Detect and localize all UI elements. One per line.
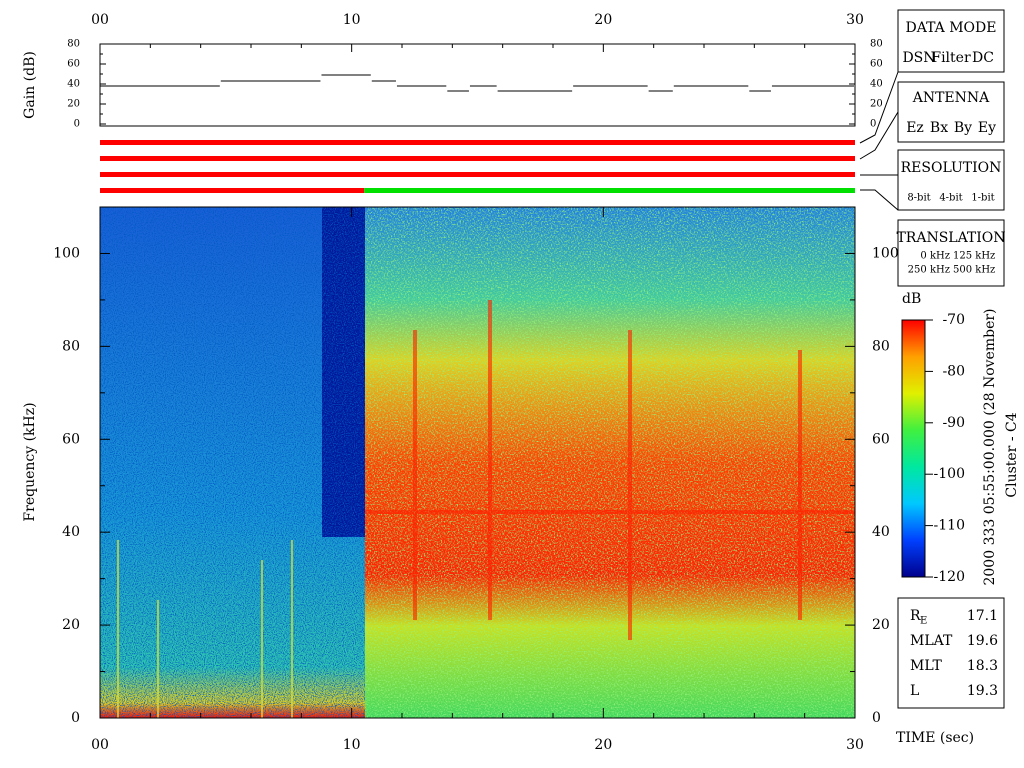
x-tick-label: 00 bbox=[91, 737, 109, 753]
y-tick-label: 60 bbox=[870, 59, 883, 70]
orbit-label: R bbox=[910, 608, 921, 624]
panel-item: 4-bit bbox=[939, 193, 962, 204]
orbit-value: 18.3 bbox=[967, 658, 998, 674]
orbit-value: 19.3 bbox=[967, 683, 998, 699]
panel-item: Ey bbox=[978, 120, 996, 136]
y-tick-label: 100 bbox=[53, 245, 80, 261]
y-tick-label: 20 bbox=[872, 617, 890, 633]
panel-item: By bbox=[954, 120, 972, 136]
panel-item: Filter bbox=[931, 50, 971, 66]
panel-title: TRANSLATION bbox=[896, 230, 1005, 246]
colorbar bbox=[901, 319, 926, 578]
panel-title: RESOLUTION bbox=[901, 160, 1002, 176]
y-tick-label: 80 bbox=[67, 39, 80, 50]
colorbar-label: dB bbox=[902, 291, 921, 307]
y-tick-label: 0 bbox=[71, 710, 80, 726]
panel-item: 125 kHz bbox=[953, 251, 995, 262]
y-tick-label: 100 bbox=[872, 245, 899, 261]
orbit-label: MLAT bbox=[910, 633, 953, 649]
y-tick-label: 40 bbox=[870, 79, 883, 90]
panel-item: 8-bit bbox=[907, 193, 930, 204]
y-tick-label: 80 bbox=[872, 338, 890, 354]
y-tick-label: 40 bbox=[67, 79, 80, 90]
orbit-value: 17.1 bbox=[967, 608, 998, 624]
x-axis-label: TIME (sec) bbox=[896, 730, 974, 746]
mode-bar bbox=[100, 172, 855, 177]
x-tick-label: 30 bbox=[846, 12, 864, 28]
y-tick-label: 20 bbox=[67, 99, 80, 110]
colorbar-tick-label: -90 bbox=[942, 415, 965, 431]
mode-bar bbox=[100, 140, 855, 145]
x-tick-label: 10 bbox=[343, 12, 361, 28]
orbit-value: 19.6 bbox=[967, 633, 998, 649]
orbit-box bbox=[897, 597, 1005, 709]
panel-item: Bx bbox=[930, 120, 948, 136]
spacecraft-annotation: Cluster - C4 bbox=[1004, 412, 1020, 497]
panel-item: Ez bbox=[906, 120, 924, 136]
panel-item: DSN bbox=[902, 50, 935, 66]
date-annotation: 2000 333 05:55:00.000 (28 November) bbox=[982, 308, 998, 585]
panel-title: DATA MODE bbox=[906, 20, 997, 36]
y-tick-label: 0 bbox=[870, 119, 876, 130]
y-tick-label: 80 bbox=[62, 338, 80, 354]
translation-box bbox=[897, 219, 1005, 287]
resolution-box bbox=[897, 149, 1005, 211]
gain-frame bbox=[99, 43, 856, 127]
y-tick-label: 60 bbox=[62, 431, 80, 447]
panel-item: 250 kHz bbox=[908, 265, 950, 276]
spectrogram-image bbox=[100, 207, 855, 718]
x-tick-label: 30 bbox=[846, 737, 864, 753]
panel-item: 1-bit bbox=[971, 193, 994, 204]
orbit-sub: E bbox=[920, 616, 927, 627]
y-tick-label: 80 bbox=[870, 39, 883, 50]
x-tick-label: 20 bbox=[594, 12, 612, 28]
x-tick-label: 00 bbox=[91, 12, 109, 28]
y-axis-label: Frequency (kHz) bbox=[22, 402, 38, 521]
gain-axis-label: Gain (dB) bbox=[22, 51, 38, 119]
colorbar-tick-label: -70 bbox=[942, 312, 965, 328]
y-tick-label: 60 bbox=[872, 431, 890, 447]
panel-item: 500 kHz bbox=[953, 265, 995, 276]
connectors bbox=[859, 71, 899, 211]
colorbar-tick-label: -80 bbox=[942, 363, 965, 379]
y-tick-label: 60 bbox=[67, 59, 80, 70]
y-tick-label: 40 bbox=[62, 524, 80, 540]
panel-item: DC bbox=[972, 50, 994, 66]
orbit-label: L bbox=[910, 683, 919, 699]
x-tick-label: 20 bbox=[594, 737, 612, 753]
y-tick-label: 20 bbox=[62, 617, 80, 633]
mode-bar bbox=[100, 188, 365, 193]
x-tick-label: 10 bbox=[343, 737, 361, 753]
orbit-label: MLT bbox=[910, 658, 942, 674]
y-tick-label: 0 bbox=[74, 119, 80, 130]
y-tick-label: 40 bbox=[872, 524, 890, 540]
antenna-box bbox=[897, 81, 1005, 143]
colorbar-tick-label: -120 bbox=[934, 569, 965, 585]
panel-title: ANTENNA bbox=[912, 90, 990, 106]
y-tick-label: 20 bbox=[870, 99, 883, 110]
mode-bar bbox=[364, 188, 855, 193]
panel-item: 0 kHz bbox=[920, 251, 950, 262]
spectrogram-frame bbox=[99, 206, 856, 719]
y-tick-label: 0 bbox=[872, 710, 881, 726]
mode-bar bbox=[100, 156, 855, 161]
colorbar-tick-label: -110 bbox=[934, 518, 965, 534]
colorbar-tick-label: -100 bbox=[934, 466, 965, 482]
data-mode-box bbox=[897, 9, 1005, 73]
